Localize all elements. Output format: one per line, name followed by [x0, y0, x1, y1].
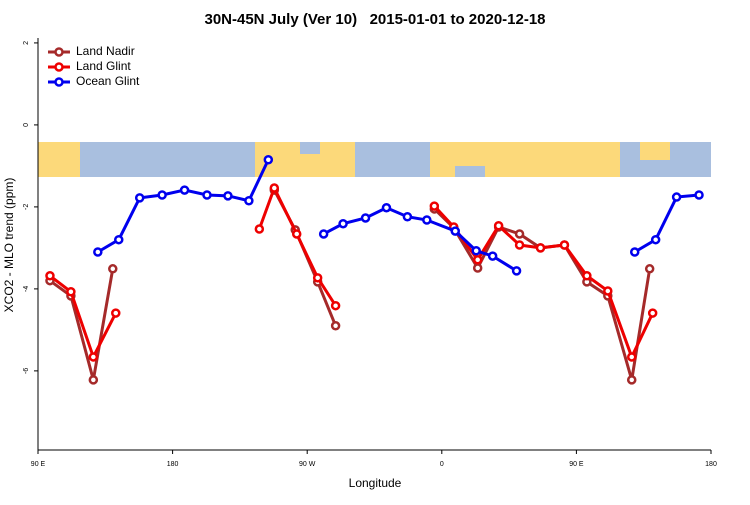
y-tick-label: -2: [23, 204, 30, 210]
point: [471, 246, 481, 256]
point: [263, 155, 274, 165]
point: [111, 308, 121, 318]
point: [179, 185, 190, 195]
point: [134, 193, 145, 203]
y-tick-label: 0: [23, 123, 30, 127]
point: [93, 247, 103, 257]
x-tick-label: 180: [705, 461, 717, 468]
point: [338, 218, 348, 229]
point: [650, 234, 661, 245]
x-tick-label: 0: [440, 461, 444, 468]
point: [450, 226, 461, 236]
legend-label: Land Nadir: [76, 44, 135, 58]
x-tick-label: 90 E: [31, 461, 46, 468]
chart-title: 30N-45N July (Ver 10) 2015-01-01 to 2020…: [204, 11, 545, 28]
point: [493, 221, 504, 231]
point: [626, 352, 637, 362]
x-tick-label: 90 W: [299, 461, 316, 468]
y-axis-label: XCO2 - MLO trend (ppm): [2, 178, 16, 313]
point: [88, 375, 99, 385]
point: [330, 321, 341, 331]
point: [671, 192, 682, 202]
point: [108, 264, 118, 274]
point: [45, 271, 55, 281]
legend-marker: [54, 47, 64, 57]
point: [629, 247, 640, 257]
ocean: [300, 142, 320, 154]
point: [472, 255, 483, 265]
point: [157, 190, 167, 200]
point: [535, 243, 546, 253]
point: [511, 266, 522, 276]
point: [402, 211, 413, 222]
x-axis-label: Longitude: [349, 476, 402, 490]
point: [694, 190, 704, 200]
map-band: [38, 142, 711, 177]
point: [66, 287, 76, 297]
point: [318, 229, 329, 239]
point: [360, 213, 371, 223]
point: [559, 240, 570, 250]
legend-marker: [54, 62, 64, 72]
series-line: [49, 184, 655, 361]
point: [254, 224, 265, 234]
point: [582, 271, 592, 281]
legend-label: Land Glint: [76, 59, 131, 73]
legend-marker: [54, 77, 64, 87]
ocean: [455, 166, 485, 177]
point: [88, 352, 99, 362]
point: [244, 196, 254, 206]
land: [38, 142, 80, 177]
point: [312, 273, 323, 283]
legend-label: Ocean Glint: [76, 74, 140, 88]
point: [514, 240, 525, 250]
point: [291, 229, 302, 239]
x-tick-label: 180: [167, 461, 179, 468]
point: [223, 191, 233, 201]
point: [603, 286, 613, 296]
land: [640, 142, 670, 160]
point: [626, 375, 637, 385]
point: [644, 264, 655, 274]
point: [114, 234, 124, 245]
series-line: [49, 189, 652, 381]
point: [472, 263, 483, 273]
point: [514, 229, 525, 239]
point: [381, 202, 392, 213]
point: [202, 190, 212, 200]
x-tick-label: 90 E: [569, 461, 584, 468]
y-tick-label: 2: [23, 41, 30, 45]
point: [647, 308, 658, 318]
point: [330, 300, 341, 311]
point: [422, 215, 432, 225]
point: [487, 251, 498, 261]
point: [269, 183, 280, 193]
y-tick-label: -4: [23, 286, 30, 292]
y-tick-label: -6: [23, 368, 30, 374]
point: [429, 201, 440, 211]
